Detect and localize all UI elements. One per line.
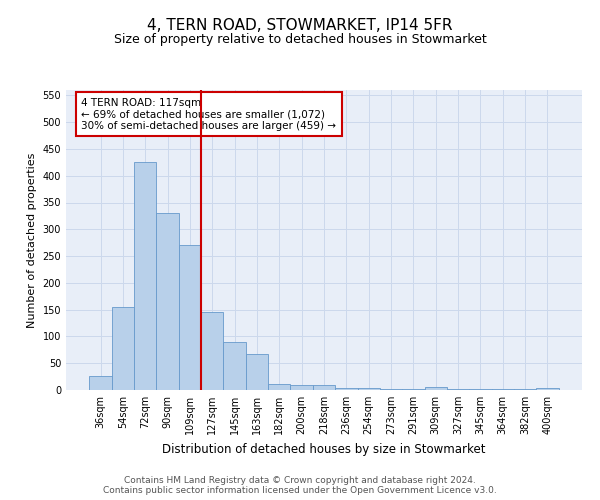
Bar (425, 388, 447, 390)
X-axis label: Distribution of detached houses by size in Stowmarket: Distribution of detached houses by size … (162, 442, 486, 456)
Bar (380, 389, 402, 390)
Bar (246, 354, 268, 390)
Text: 4, TERN ROAD, STOWMARKET, IP14 5FR: 4, TERN ROAD, STOWMARKET, IP14 5FR (147, 18, 453, 32)
Y-axis label: Number of detached properties: Number of detached properties (27, 152, 37, 328)
Bar (112, 307, 134, 390)
Bar (536, 388, 559, 390)
Bar (201, 312, 223, 390)
Bar (335, 388, 358, 390)
Bar (134, 162, 157, 390)
Bar (358, 388, 380, 390)
Text: 4 TERN ROAD: 117sqm
← 69% of detached houses are smaller (1,072)
30% of semi-det: 4 TERN ROAD: 117sqm ← 69% of detached ho… (82, 98, 337, 130)
Bar (290, 385, 313, 390)
Bar (223, 342, 246, 390)
Bar (402, 389, 425, 390)
Bar (491, 389, 514, 390)
Text: Size of property relative to detached houses in Stowmarket: Size of property relative to detached ho… (113, 32, 487, 46)
Bar (89, 376, 112, 390)
Bar (313, 384, 335, 390)
Bar (179, 246, 201, 390)
Text: Contains HM Land Registry data © Crown copyright and database right 2024.
Contai: Contains HM Land Registry data © Crown c… (103, 476, 497, 495)
Bar (268, 384, 290, 390)
Bar (157, 213, 179, 390)
